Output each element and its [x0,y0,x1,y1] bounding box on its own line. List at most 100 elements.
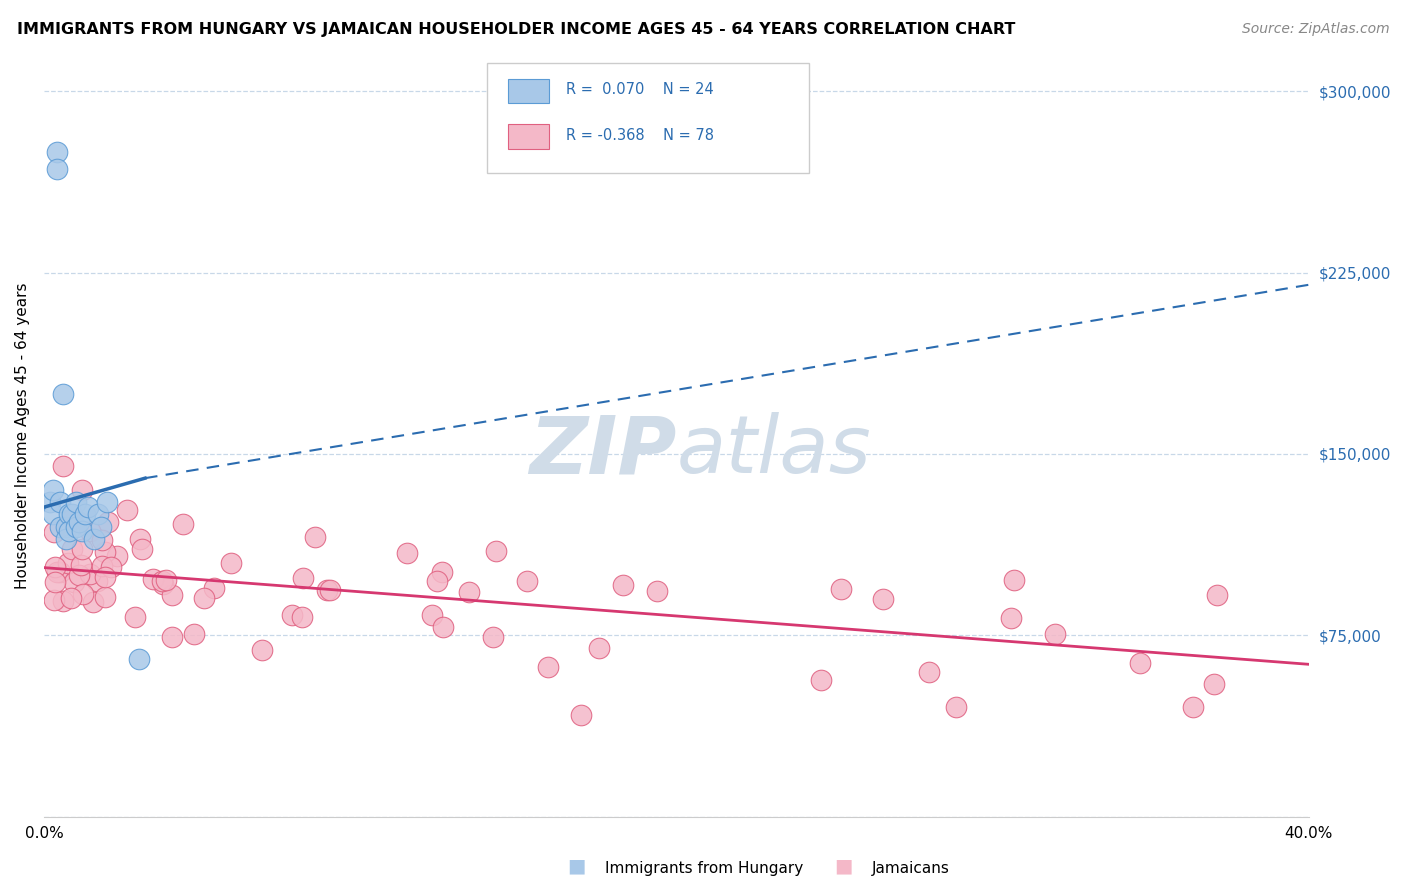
Point [60,542,83,557]
Point [82,595,104,609]
Point [420,607,443,622]
Text: Immigrants from Hungary: Immigrants from Hungary [605,861,803,876]
Point [150,574,173,588]
Point [131,541,153,556]
Text: ZIP: ZIP [529,412,676,490]
Point [183,626,205,640]
Point [291,571,314,585]
Point [172,517,194,532]
Point [1045,627,1067,641]
Point [1000,610,1022,624]
Point [96,495,118,509]
Point [202,581,225,595]
Point [49,566,72,580]
Point [105,549,128,564]
Point [219,556,242,570]
Point [63,574,86,589]
Point [42,592,65,607]
Point [142,572,165,586]
FancyBboxPatch shape [508,124,548,149]
Point [72,587,94,601]
Point [79,567,101,582]
Point [67,515,90,529]
Point [291,610,314,624]
Point [44,525,66,540]
Point [304,530,326,544]
Point [1181,700,1204,714]
Point [482,630,505,644]
Point [94,570,117,584]
Point [94,545,117,559]
Point [612,578,634,592]
Point [319,583,342,598]
FancyBboxPatch shape [508,78,548,103]
Point [100,560,122,574]
Point [65,495,87,509]
Point [571,708,593,723]
Point [430,565,453,579]
Point [252,643,274,657]
Point [1129,657,1152,671]
Point [42,483,65,498]
Point [58,508,80,522]
Point [432,620,454,634]
Point [44,575,66,590]
Point [91,558,114,573]
Point [58,524,80,539]
Point [160,588,183,602]
Point [90,533,112,547]
Point [193,591,215,605]
Point [1002,573,1025,587]
Text: R = -0.368    N = 78: R = -0.368 N = 78 [567,128,714,143]
Point [810,673,832,688]
Text: Jamaicans: Jamaicans [872,861,949,876]
Text: R =  0.070    N = 24: R = 0.070 N = 24 [567,82,714,97]
Point [516,574,538,589]
Point [70,483,93,498]
Point [48,519,70,533]
Point [485,543,508,558]
Point [77,500,100,515]
Point [395,546,418,560]
Point [426,574,449,589]
Text: Source: ZipAtlas.com: Source: ZipAtlas.com [1241,22,1389,37]
Point [56,556,79,570]
Point [128,652,150,666]
Point [93,590,115,604]
Point [1202,676,1225,690]
Y-axis label: Householder Income Ages 45 - 64 years: Householder Income Ages 45 - 64 years [15,283,30,589]
Point [39,495,62,509]
Point [128,532,150,546]
Point [918,665,941,679]
Point [52,386,75,401]
Text: ■: ■ [834,857,853,876]
Point [73,508,96,522]
Point [70,524,93,539]
Text: atlas: atlas [676,412,872,490]
FancyBboxPatch shape [486,62,808,173]
Point [588,641,610,656]
Point [945,699,967,714]
Point [96,515,118,529]
Point [458,585,481,599]
Point [280,607,302,622]
Point [645,583,668,598]
Point [86,508,108,522]
Point [537,659,560,673]
Point [60,508,83,522]
Point [1206,588,1229,602]
Point [155,573,177,587]
Point [55,519,77,533]
Text: ■: ■ [567,857,586,876]
Point [83,532,105,546]
Point [59,513,82,527]
Point [79,524,101,538]
Point [52,459,75,474]
Point [152,577,174,591]
Point [115,503,138,517]
Point [42,508,65,522]
Point [45,565,67,579]
Point [55,532,77,546]
Point [70,542,93,557]
Point [70,558,93,573]
